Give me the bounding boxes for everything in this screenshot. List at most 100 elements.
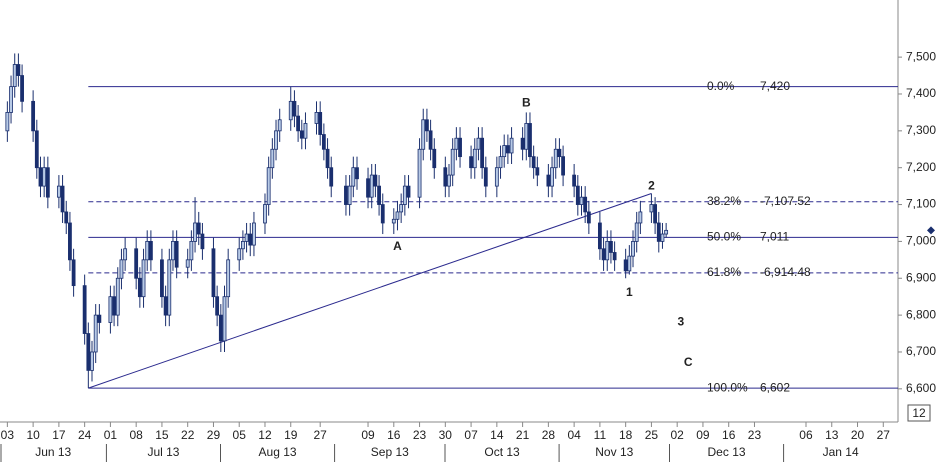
y-tick-label: 6,600: [906, 381, 936, 395]
candle-body: [575, 185, 580, 205]
y-tick-label: 7,300: [906, 123, 936, 137]
candle-body: [68, 222, 72, 261]
candle-body: [572, 174, 577, 187]
x-tick-label: 15: [155, 428, 169, 442]
candle-body: [634, 222, 639, 242]
corner-label: 12: [912, 406, 926, 420]
candle-body: [483, 167, 488, 187]
y-tick-label: 6,700: [906, 344, 936, 358]
candle-body: [377, 185, 381, 205]
candle-body: [215, 296, 220, 316]
candle-body: [277, 119, 282, 132]
candle-body: [546, 174, 551, 187]
fib-pct-label: 38.2%: [707, 194, 741, 208]
candle-body: [366, 178, 370, 198]
candle-body: [82, 285, 87, 334]
candle-body: [583, 196, 588, 213]
candle-body: [266, 167, 271, 205]
candle-body: [292, 100, 297, 117]
candle-body: [160, 259, 164, 298]
x-tick-label: 14: [490, 428, 504, 442]
x-tick-label: 09: [696, 428, 710, 442]
y-tick-label: 7,200: [906, 160, 936, 174]
candle-body: [612, 252, 617, 261]
wave-label: 1: [626, 285, 633, 299]
candle-body: [498, 156, 503, 169]
x-tick-label: 13: [825, 428, 839, 442]
month-label: Dec 13: [708, 445, 746, 459]
candle-body: [64, 211, 69, 224]
candle-body: [141, 259, 146, 298]
candle-body: [531, 156, 536, 169]
candle-body: [638, 211, 643, 224]
candle-body: [653, 204, 657, 224]
candle-body: [248, 233, 253, 246]
x-tick-label: 29: [207, 428, 221, 442]
candle-body: [174, 241, 179, 268]
candle-body: [196, 222, 201, 235]
y-tick-label: 6,800: [906, 307, 936, 321]
candle-body: [148, 241, 153, 261]
candle-body: [649, 204, 654, 213]
x-tick-label: 20: [851, 428, 865, 442]
x-tick-label: 27: [314, 428, 328, 442]
x-tick-label: 16: [722, 428, 736, 442]
x-tick-label: 22: [181, 428, 195, 442]
candle-body: [56, 185, 61, 198]
candle-body: [380, 204, 385, 224]
candle-body: [660, 233, 665, 242]
month-label: Jun 13: [35, 445, 71, 459]
candle-body: [299, 130, 304, 139]
candle-body: [344, 185, 348, 205]
candle-body: [314, 112, 319, 124]
candle-body: [443, 167, 448, 187]
candle-body: [211, 248, 216, 298]
candle-body: [535, 167, 540, 176]
x-tick-label: 30: [439, 428, 453, 442]
candle-body: [226, 259, 231, 298]
candle-body: [325, 148, 330, 169]
fib-value-label: 7,420: [760, 79, 790, 93]
candle-body: [502, 145, 507, 158]
month-label: Jul 13: [147, 445, 179, 459]
candle-body: [42, 167, 47, 187]
x-tick-label: 23: [413, 428, 427, 442]
candle-body: [34, 130, 39, 169]
x-tick-label: 02: [671, 428, 685, 442]
x-tick-label: 09: [361, 428, 375, 442]
candle-body: [193, 222, 197, 242]
candle-body: [480, 137, 485, 169]
candle-body: [528, 123, 532, 158]
candle-body: [432, 148, 437, 169]
candle-body: [425, 119, 429, 132]
candle-body: [303, 123, 308, 139]
candle-body: [494, 167, 499, 187]
trendline: [88, 193, 652, 389]
candle-body: [16, 64, 21, 76]
candle-body: [454, 137, 459, 150]
month-label: Jan 14: [823, 445, 859, 459]
candle-body: [417, 148, 422, 198]
y-tick-label: 7,000: [906, 234, 936, 248]
x-tick-label: 24: [78, 428, 92, 442]
candle-body: [524, 123, 529, 150]
candle-body: [447, 174, 451, 187]
x-tick-label: 10: [26, 428, 40, 442]
candle-body: [189, 241, 194, 261]
candle-body: [86, 333, 91, 371]
candle-body: [609, 241, 613, 253]
candle-body: [631, 241, 635, 257]
candle-body: [134, 248, 139, 279]
x-tick-label: 01: [104, 428, 118, 442]
fib-value-label: 6,602: [760, 380, 790, 394]
fib-pct-label: 50.0%: [707, 230, 741, 244]
x-tick-label: 21: [516, 428, 530, 442]
x-tick-label: 16: [387, 428, 401, 442]
candle-body: [329, 167, 334, 187]
candle-body: [274, 130, 278, 150]
candle-body: [108, 296, 113, 323]
candle-body: [12, 64, 17, 88]
candle-body: [163, 296, 168, 316]
fib-value-label: -6,914.48: [760, 265, 811, 279]
candle-body: [185, 259, 190, 268]
